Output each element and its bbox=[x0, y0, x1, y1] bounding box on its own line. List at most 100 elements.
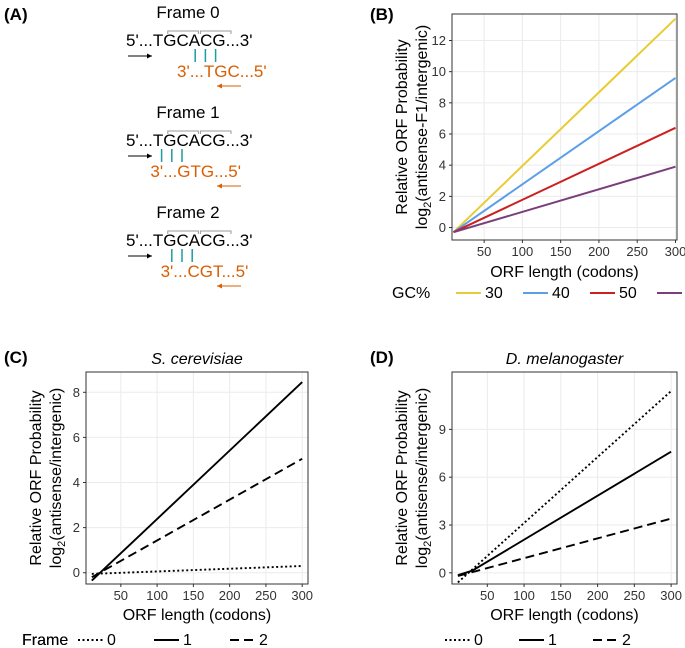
codon-2: ACG bbox=[189, 231, 226, 250]
ylabel-ratio: (antisense/intergenic) bbox=[414, 388, 431, 541]
series-line-1 bbox=[91, 381, 303, 582]
x-tick-label: 50 bbox=[480, 588, 494, 603]
x-tick-label: 50 bbox=[114, 588, 128, 603]
ylabel-ratio: (antisense-F1/intergenic) bbox=[414, 25, 431, 202]
x-tick-label: 300 bbox=[665, 244, 685, 259]
x-tick-label: 150 bbox=[183, 588, 205, 603]
codon-2: ACG bbox=[189, 31, 226, 50]
y-tick-label: 6 bbox=[439, 127, 446, 142]
ylabel-log: log bbox=[414, 208, 431, 229]
y-tick-label: 2 bbox=[439, 189, 446, 204]
ylabel-log: log bbox=[414, 547, 431, 568]
series-line-30 bbox=[452, 17, 677, 233]
panel-label-c: (C) bbox=[4, 348, 28, 367]
legend-title: Frame bbox=[22, 632, 68, 648]
legend-label-50: 50 bbox=[619, 285, 637, 302]
x-tick-label: 200 bbox=[587, 588, 609, 603]
sense-arrowhead bbox=[147, 153, 152, 159]
y-tick-label: 3 bbox=[439, 518, 446, 533]
y-tick-label: 4 bbox=[73, 475, 80, 490]
x-tick-label: 200 bbox=[219, 588, 241, 603]
x-tick-label: 250 bbox=[626, 244, 648, 259]
sense-3prime: ...3' bbox=[226, 31, 253, 50]
series-line-1 bbox=[457, 450, 672, 577]
frame-title: Frame 0 bbox=[156, 3, 219, 22]
sense-strand: 5'...TGCACG...3' bbox=[126, 131, 252, 150]
legend-label-0: 0 bbox=[474, 632, 483, 648]
y-tick-label: 0 bbox=[73, 565, 80, 580]
antisense-strand: 3'...GTG...5' bbox=[150, 162, 241, 181]
x-axis-title: ORF length (codons) bbox=[490, 607, 639, 624]
y-tick-label: 4 bbox=[439, 158, 446, 173]
codon-1: TGC bbox=[153, 231, 189, 250]
plot-area bbox=[86, 372, 308, 584]
series-line-40 bbox=[452, 77, 677, 234]
series-line-50 bbox=[453, 126, 676, 234]
codon-1: TGC bbox=[153, 31, 189, 50]
plot-area bbox=[452, 14, 677, 240]
ylabel-subscript: 2 bbox=[56, 541, 68, 547]
series-line-60 bbox=[453, 165, 676, 234]
antisense-strand: 3'...CGT...5' bbox=[161, 262, 249, 281]
legend-label-2: 2 bbox=[259, 632, 268, 648]
y-axis-title-line2: log2(antisense/intergenic) bbox=[414, 388, 434, 568]
sense-strand: 5'...TGCACG...3' bbox=[126, 231, 252, 250]
codon-bracket-1 bbox=[167, 130, 199, 134]
antisense-arrowhead bbox=[217, 183, 222, 189]
y-axis-title-line1: Relative ORF Probability bbox=[394, 390, 411, 565]
plot-border bbox=[85, 371, 309, 585]
y-tick-label: 10 bbox=[432, 64, 446, 79]
chart-panel-c: 50 100 150 200 250 300 0 2 4 6 8 S. cerevisiae ORF l… bbox=[22, 351, 313, 648]
ylabel-log: log bbox=[48, 547, 65, 568]
codon-bracket-2 bbox=[199, 230, 232, 234]
y-tick-label: 8 bbox=[439, 95, 446, 110]
legend-label-2: 2 bbox=[622, 632, 631, 648]
panel-label-a: (A) bbox=[4, 5, 28, 24]
plot-border bbox=[451, 13, 678, 241]
y-tick-label: 9 bbox=[439, 422, 446, 437]
y-axis-title-line2: log2(antisense/intergenic) bbox=[48, 388, 68, 568]
x-tick-label: 250 bbox=[255, 588, 277, 603]
plot-area bbox=[452, 372, 677, 584]
codon-bracket-1 bbox=[167, 230, 199, 234]
frame-title: Frame 1 bbox=[156, 103, 219, 122]
y-tick-label: 8 bbox=[73, 385, 80, 400]
series-line-0 bbox=[457, 390, 672, 584]
y-axis-title-line1: Relative ORF Probability bbox=[28, 390, 45, 565]
sense-5prime: 5'... bbox=[126, 31, 153, 50]
x-tick-label: 100 bbox=[146, 588, 168, 603]
y-tick-label: 0 bbox=[439, 565, 446, 580]
codon-bracket-2 bbox=[199, 130, 232, 134]
x-tick-label: 300 bbox=[291, 588, 313, 603]
plot-border bbox=[451, 371, 678, 585]
sense-arrowhead bbox=[147, 253, 152, 259]
legend-label-1: 1 bbox=[183, 632, 192, 648]
chart-title: D. melanogaster bbox=[506, 351, 624, 368]
antisense-arrowhead bbox=[217, 83, 222, 89]
x-tick-label: 150 bbox=[550, 244, 572, 259]
y-tick-label: 6 bbox=[439, 470, 446, 485]
x-tick-label: 50 bbox=[477, 244, 491, 259]
series-line-2 bbox=[91, 457, 303, 579]
x-tick-label: 250 bbox=[624, 588, 646, 603]
codon-2: ACG bbox=[189, 131, 226, 150]
x-tick-label: 150 bbox=[550, 588, 572, 603]
sense-strand: 5'...TGCACG...3' bbox=[126, 31, 252, 50]
legend-label-40: 40 bbox=[552, 285, 570, 302]
sense-5prime: 5'... bbox=[126, 231, 153, 250]
y-tick-label: 0 bbox=[439, 220, 446, 235]
ylabel-subscript: 2 bbox=[422, 202, 434, 208]
legend-title: Frame bbox=[22, 632, 68, 648]
y-axis-title-line1: Relative ORF Probability bbox=[394, 39, 411, 214]
y-axis-title-line2: log2(antisense-F1/intergenic) bbox=[414, 25, 434, 229]
sense-3prime: ...3' bbox=[226, 131, 253, 150]
antisense-arrowhead bbox=[217, 283, 222, 289]
sense-5prime: 5'... bbox=[126, 131, 153, 150]
frame-title: Frame 2 bbox=[156, 203, 219, 222]
legend-label-0: 0 bbox=[107, 632, 116, 648]
x-tick-label: 100 bbox=[513, 588, 535, 603]
chart-title: S. cerevisiae bbox=[151, 351, 243, 368]
